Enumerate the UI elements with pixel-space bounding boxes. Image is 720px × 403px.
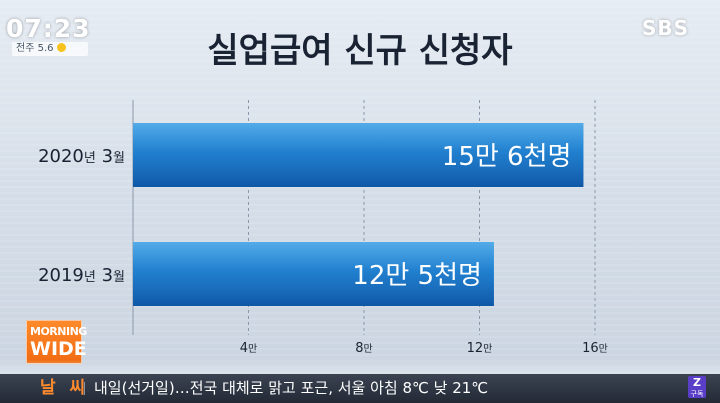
- broadcaster-logo: SBS: [642, 16, 690, 40]
- program-badge: MORNING WIDE: [26, 320, 87, 364]
- tick-label: 16만: [582, 341, 608, 356]
- ticker-text: 내일(선거일)…전국 대체로 맑고 포근, 서울 아침 8℃ 낮 21℃: [94, 379, 489, 397]
- chart-title: 실업급여 신규 신청자: [207, 31, 513, 71]
- bar-shading: [133, 242, 494, 306]
- data-label: 12만 5천명: [352, 261, 482, 291]
- bar-shading: [133, 123, 584, 187]
- channel-logo-icon: Z: [693, 376, 701, 389]
- news-ticker: 날 씨 내일(선거일)…전국 대체로 맑고 포근, 서울 아침 8℃ 낮 21℃: [0, 374, 720, 403]
- sun-icon: [57, 43, 67, 52]
- weather-tag: 전주 5.6: [12, 42, 88, 56]
- data-label: 15만 6천명: [442, 142, 572, 172]
- weather-tag-text: 전주 5.6: [16, 43, 54, 54]
- program-badge-line2: WIDE: [30, 338, 87, 360]
- tick-label: 12만: [467, 341, 493, 356]
- subscribe-label: 구독: [690, 390, 704, 398]
- labels: 15만 6천명 2020년 3월 12만 5천명 2019년 3월 4만 8만 12만 16만: [38, 142, 608, 356]
- subscribe-button[interactable]: Z 구독: [688, 376, 706, 398]
- category-label: 2020년 3월: [38, 146, 125, 167]
- bars: [133, 123, 584, 306]
- ticker-fade: [0, 360, 720, 374]
- broadcast-clock: 07:23: [6, 14, 91, 43]
- ticker-divider: [84, 382, 85, 395]
- tick-label: 4만: [240, 341, 257, 356]
- tick-label: 8만: [355, 341, 372, 356]
- category-label: 2019년 3월: [38, 265, 125, 286]
- program-badge-line1: MORNING: [30, 325, 87, 338]
- ticker-label: 날 씨: [40, 378, 90, 398]
